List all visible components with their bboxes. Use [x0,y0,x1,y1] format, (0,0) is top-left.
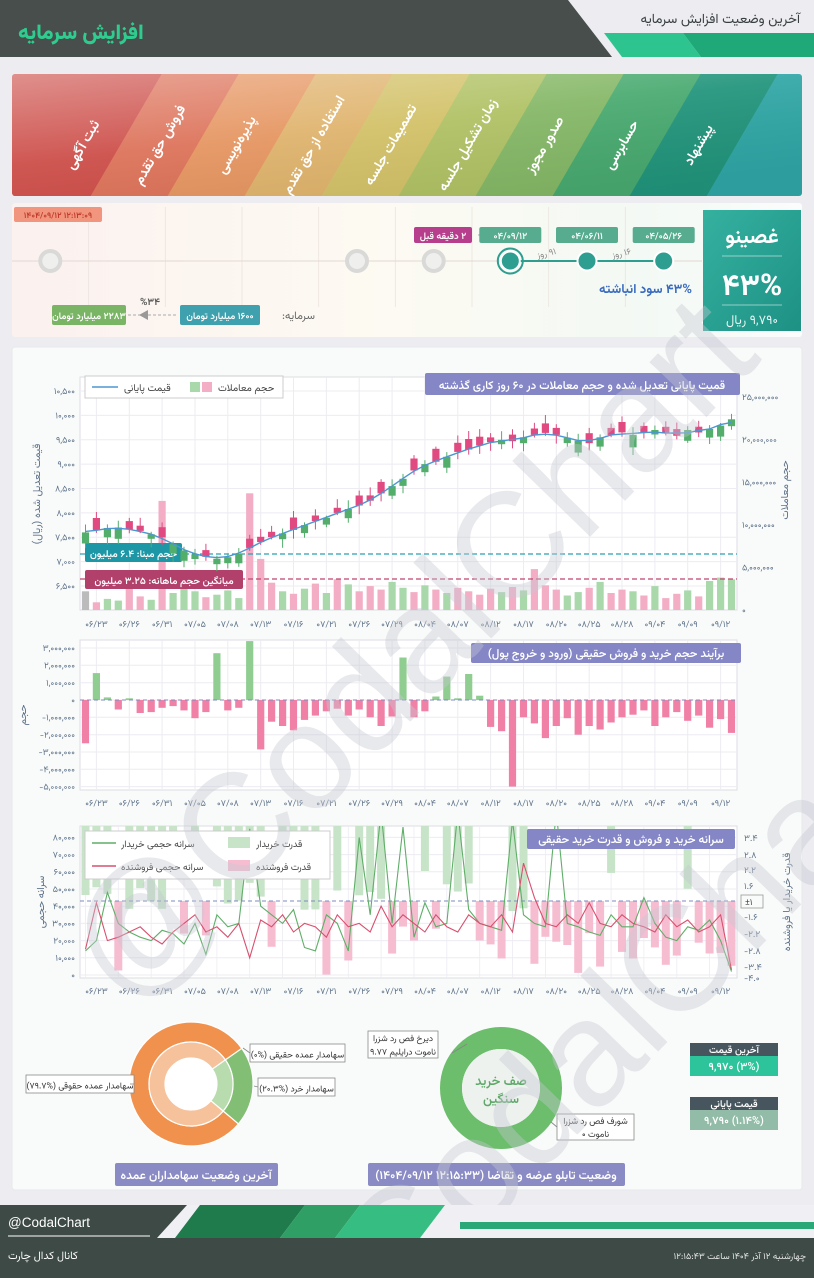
svg-text:@CodalChart: @CodalChart [8,1215,90,1230]
